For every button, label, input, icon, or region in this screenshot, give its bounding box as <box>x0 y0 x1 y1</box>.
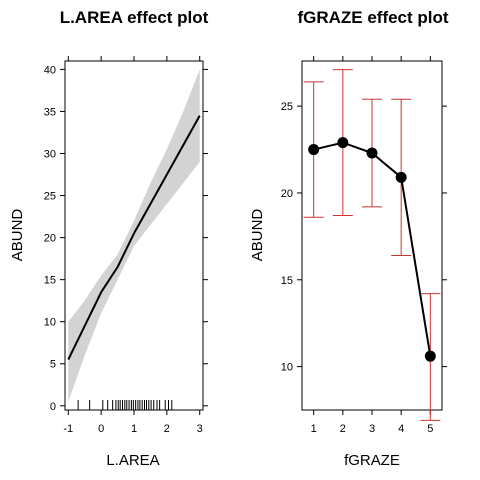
data-point <box>395 171 407 183</box>
fgraze-y-tick-label: 10 <box>281 362 293 374</box>
fgraze-plot-area: 1 2 3 4 5 10 15 20 25 <box>281 56 447 435</box>
fgraze-y-tick-label: 25 <box>281 101 293 113</box>
data-point <box>424 350 436 362</box>
data-point <box>366 147 378 159</box>
l-area-fit-line <box>67 115 201 360</box>
fgraze-y-tick-label: 20 <box>281 188 293 200</box>
data-point <box>337 137 349 149</box>
fgraze-y-tick-label: 15 <box>281 275 293 287</box>
fgraze-x-tick-label: 2 <box>340 423 346 435</box>
l-area-x-tick-label: 0 <box>98 423 104 435</box>
fgraze-chart-title: fGRAZE effect plot <box>297 8 448 27</box>
l-area-y-tick-label: 15 <box>44 275 56 287</box>
l-area-y-tick-label: 0 <box>50 401 56 413</box>
l-area-x-tick-label: 2 <box>164 423 170 435</box>
fgraze-effect-panel: fGRAZE effect plot fGRAZE ABUND 1 2 3 4 5101… <box>249 8 449 469</box>
fgraze-x-tick-label: 5 <box>427 423 433 435</box>
data-point <box>308 144 320 156</box>
l-area-x-tick-label: 1 <box>131 423 137 435</box>
l-area-effect-panel: L.AREA effect plot L.AREA ABUND -1 0 1 2 305… <box>9 8 209 469</box>
l-area-y-tick-label: 40 <box>44 64 56 76</box>
l-area-x-tick-label: 3 <box>197 423 203 435</box>
fgraze-y-axis-label: ABUND <box>249 209 266 262</box>
fgraze-x-axis-label: fGRAZE <box>344 452 400 469</box>
l-area-y-tick-label: 35 <box>44 106 56 118</box>
fgraze-x-tick-label: 4 <box>398 423 404 435</box>
l-area-y-axis-label: ABUND <box>9 209 26 262</box>
fgraze-x-tick-label: 1 <box>311 423 317 435</box>
l-area-y-tick-label: 5 <box>50 359 56 371</box>
l-area-y-tick-label: 10 <box>44 317 56 329</box>
l-area-y-tick-label: 25 <box>44 191 56 203</box>
l-area-x-tick-label: -1 <box>63 423 73 435</box>
fgraze-x-tick-label: 3 <box>369 423 375 435</box>
l-area-y-tick-label: 20 <box>44 233 56 245</box>
l-area-y-tick-label: 30 <box>44 149 56 161</box>
l-area-x-axis-label: L.AREA <box>106 452 159 469</box>
l-area-chart-title: L.AREA effect plot <box>60 8 209 27</box>
